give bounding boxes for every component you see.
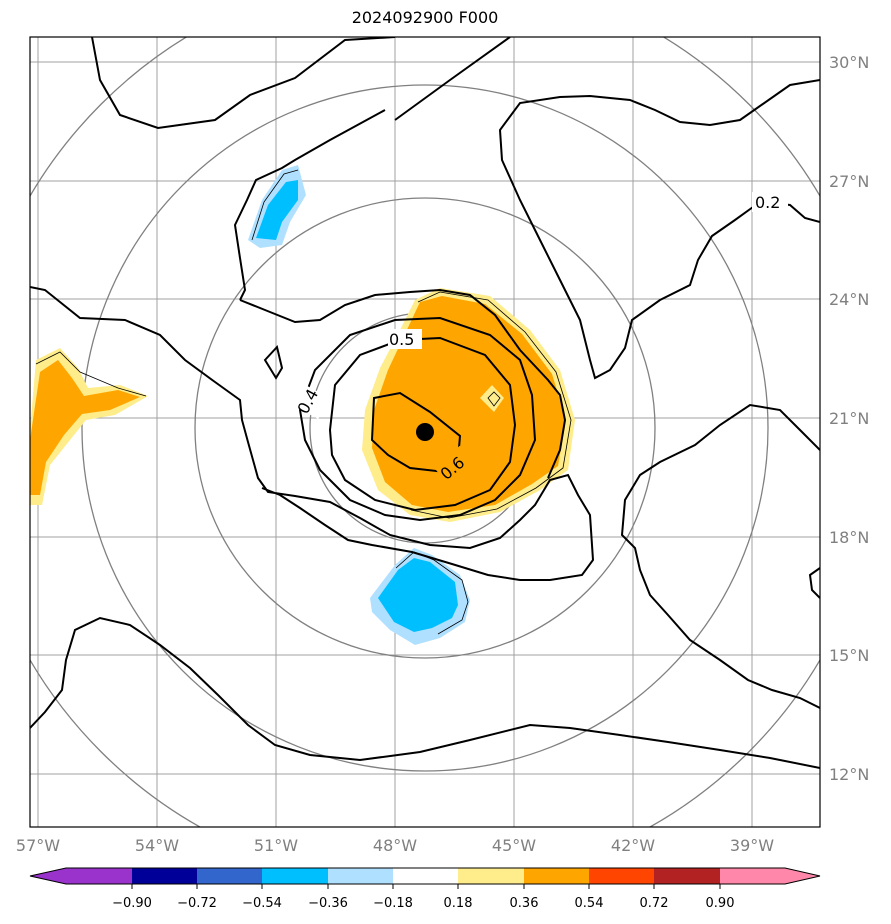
negative-anomaly-south (370, 548, 470, 645)
colorbar-segment (458, 868, 524, 884)
colorbar-tick: −0.72 (177, 896, 217, 911)
lat-tick: 15°N (829, 646, 869, 665)
map-title: 2024092900 F000 (351, 8, 499, 27)
colorbar-segment (720, 868, 785, 884)
lon-tick: 51°W (254, 836, 298, 855)
lon-tick: 42°W (611, 836, 655, 855)
lon-tick: 45°W (492, 836, 536, 855)
negative-anomaly-north (248, 165, 306, 248)
lon-tick: 48°W (373, 836, 417, 855)
colorbar-segment (654, 868, 720, 884)
colorbar-tick: 0.72 (640, 896, 669, 911)
contour-label-0-5: 0.5 (389, 330, 414, 349)
lat-tick: 24°N (829, 290, 869, 309)
lat-tick: 30°N (829, 53, 869, 72)
colorbar-segment (393, 868, 458, 884)
lon-tick: 54°W (135, 836, 179, 855)
lat-tick: 12°N (829, 765, 869, 784)
lon-tick: 39°W (730, 836, 774, 855)
storm-center-marker (416, 423, 434, 441)
colorbar: −0.90 −0.72 −0.54 −0.36 −0.18 0.18 0.36 … (29, 867, 821, 911)
map-frame (29, 36, 821, 828)
shading-outlines (35, 169, 572, 635)
colorbar-tick: −0.54 (242, 896, 282, 911)
colorbar-extend-low (30, 868, 66, 884)
colorbar-tick: 0.36 (510, 896, 539, 911)
colorbar-segment (132, 868, 197, 884)
colorbar-tick: −0.18 (373, 896, 413, 911)
colorbar-tick: −0.36 (308, 896, 348, 911)
colorbar-segment (66, 868, 132, 884)
lat-tick: 18°N (829, 528, 869, 547)
colorbar-tick: 0.90 (706, 896, 735, 911)
colorbar-extend-high (785, 868, 820, 884)
colorbar-segment (262, 868, 328, 884)
longitude-tick-labels: 57°W 54°W 51°W 48°W 45°W 42°W 39°W (16, 836, 774, 855)
positive-anomaly-west (30, 348, 148, 505)
colorbar-tick: 0.54 (575, 896, 604, 911)
contour-labels: 0.2 0.5 0.4 0.6 (288, 192, 788, 485)
colorbar-segment (589, 868, 654, 884)
lon-tick: 57°W (16, 836, 60, 855)
colorbar-segment (524, 868, 589, 884)
latitude-tick-labels: 30°N 27°N 24°N 21°N 18°N 15°N 12°N (829, 53, 869, 784)
colorbar-tick: −0.90 (112, 896, 152, 911)
colorbar-segment (197, 868, 262, 884)
colorbar-segment (328, 868, 393, 884)
contour-lines (30, 37, 820, 769)
contour-label-0-2: 0.2 (755, 193, 780, 212)
lat-tick: 27°N (829, 172, 869, 191)
colorbar-tick: 0.18 (444, 896, 473, 911)
lat-tick: 21°N (829, 409, 869, 428)
